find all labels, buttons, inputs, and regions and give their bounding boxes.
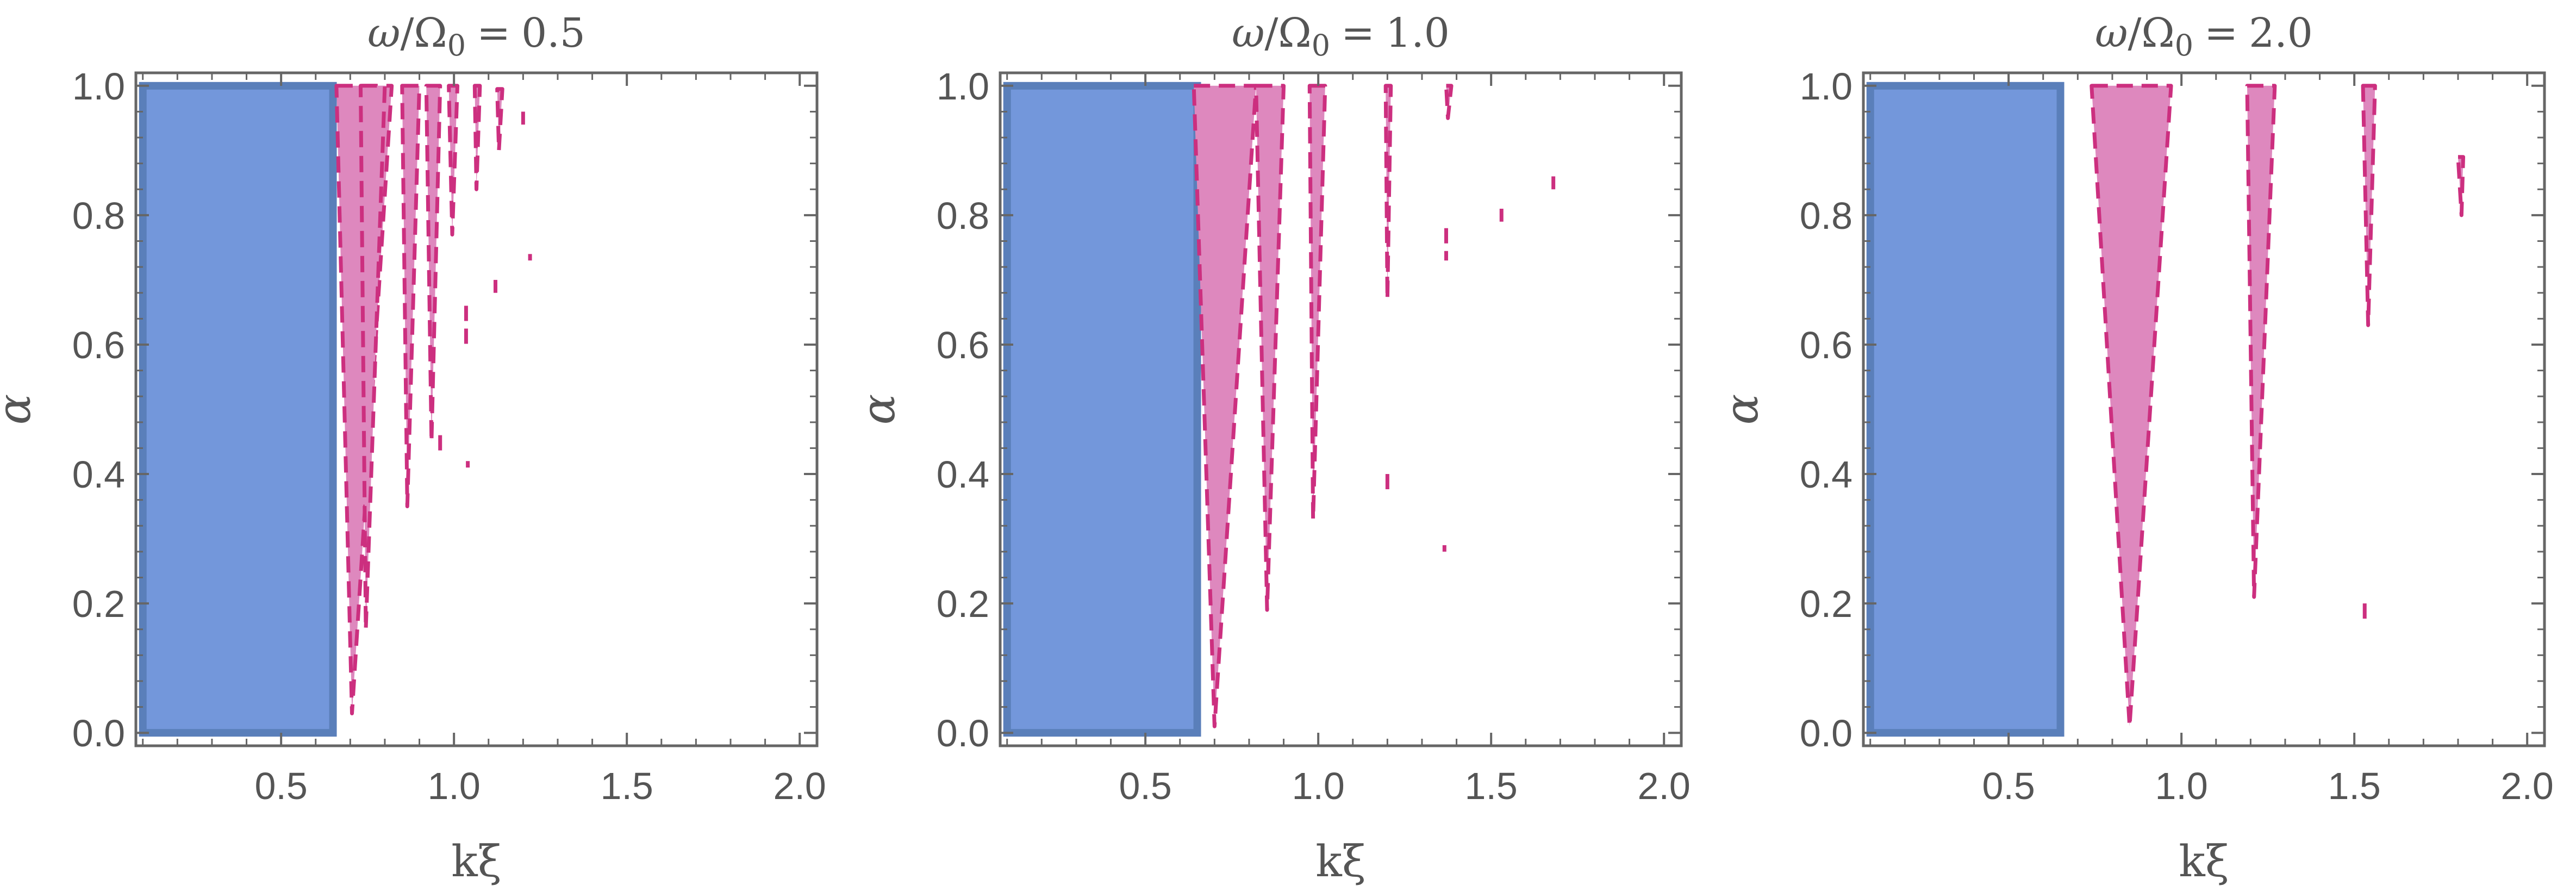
y-tick-label: 0.8 — [937, 195, 989, 237]
title-slash: / — [1264, 10, 1278, 57]
title-Omega: Ω — [414, 10, 447, 57]
title-slash: / — [2128, 10, 2141, 57]
plot-frame — [999, 71, 1683, 747]
magenta-wedge — [447, 84, 460, 237]
panel-title: ω/Ω0 = 0.5 — [367, 10, 585, 63]
y-tick-label: 0.8 — [1800, 195, 1853, 237]
y-tick-label: 0.8 — [72, 195, 125, 237]
x-tick-label: 2.0 — [2501, 765, 2554, 807]
blue-region — [1003, 82, 1201, 737]
title-subscript: 0 — [1312, 28, 1330, 63]
y-tick-label: 0.6 — [937, 324, 989, 366]
plot-frame — [1862, 71, 2546, 747]
title-omega: ω — [367, 10, 400, 57]
y-tick-label: 1.0 — [1800, 65, 1853, 108]
title-omega: ω — [1232, 10, 1264, 57]
y-tick-label: 0.4 — [1800, 453, 1853, 496]
y-axis-label: α — [1715, 394, 1768, 425]
panel-title: ω/Ω0 = 1.0 — [1232, 10, 1450, 63]
y-tick-label: 1.0 — [937, 65, 989, 108]
x-tick-label: 0.5 — [1982, 765, 2035, 807]
y-axis-label: α — [0, 394, 41, 425]
x-axis-label: kξ — [2179, 836, 2229, 887]
magenta-wedge — [472, 84, 482, 191]
x-tick-label: 1.5 — [601, 765, 653, 807]
y-axis-label: α — [852, 394, 905, 425]
x-tick-label: 1.5 — [2328, 765, 2381, 807]
y-tick-label: 0.2 — [72, 583, 125, 625]
title-equals: = — [477, 10, 510, 57]
title-value: 2.0 — [2249, 10, 2313, 57]
magenta-wedge — [1307, 84, 1327, 521]
x-tick-label: 0.5 — [1119, 765, 1171, 807]
x-tick-label: 1.0 — [428, 765, 481, 807]
magenta-wedge — [424, 84, 442, 444]
x-tick-label: 1.0 — [1292, 765, 1345, 807]
title-Omega: Ω — [1278, 10, 1311, 57]
blue-region — [139, 82, 337, 737]
y-tick-label: 0.6 — [72, 324, 125, 366]
y-tick-label: 0.6 — [1800, 324, 1853, 366]
y-tick-label: 0.0 — [937, 712, 989, 754]
magenta-wedge — [358, 84, 387, 632]
y-tick-label: 0.2 — [937, 583, 989, 625]
x-tick-label: 1.0 — [2155, 765, 2208, 807]
magenta-wedge — [1383, 84, 1393, 302]
magenta-wedge — [400, 84, 422, 509]
magenta-wedge — [1192, 84, 1258, 728]
y-tick-label: 0.4 — [72, 453, 125, 496]
x-tick-label: 2.0 — [1638, 765, 1691, 807]
plot-frame — [134, 71, 819, 747]
magenta-wedge — [2090, 84, 2173, 728]
magenta-wedge — [1444, 84, 1454, 120]
magenta-wedge — [1254, 84, 1286, 612]
title-omega: ω — [2095, 10, 2128, 57]
x-tick-label: 1.5 — [1465, 765, 1518, 807]
title-slash: / — [400, 10, 414, 57]
magenta-wedge — [2245, 84, 2277, 599]
magenta-wedge — [2456, 155, 2466, 217]
magenta-wedge — [495, 87, 504, 153]
panel-title: ω/Ω0 = 2.0 — [2095, 10, 2313, 63]
x-axis-label: kξ — [1315, 836, 1366, 887]
title-value: 1.0 — [1386, 10, 1450, 57]
title-equals: = — [1341, 10, 1375, 57]
y-tick-label: 0.0 — [72, 712, 125, 754]
y-tick-label: 0.2 — [1800, 583, 1853, 625]
y-tick-label: 0.0 — [1800, 712, 1853, 754]
magenta-wedge — [2361, 84, 2377, 327]
chart-panel-1: 0.51.01.52.00.00.20.40.60.81.0kξαω/Ω0=0.… — [0, 10, 826, 887]
y-tick-label: 0.4 — [937, 453, 989, 496]
blue-region — [1866, 82, 2064, 737]
x-tick-label: 0.5 — [254, 765, 307, 807]
title-subscript: 0 — [2175, 28, 2193, 63]
title-Omega: Ω — [2141, 10, 2174, 57]
title-equals: = — [2204, 10, 2238, 57]
x-axis-label: kξ — [451, 836, 502, 887]
title-value: 0.5 — [521, 10, 585, 57]
y-tick-label: 1.0 — [72, 65, 125, 108]
x-tick-label: 2.0 — [774, 765, 826, 807]
title-subscript: 0 — [447, 28, 466, 63]
